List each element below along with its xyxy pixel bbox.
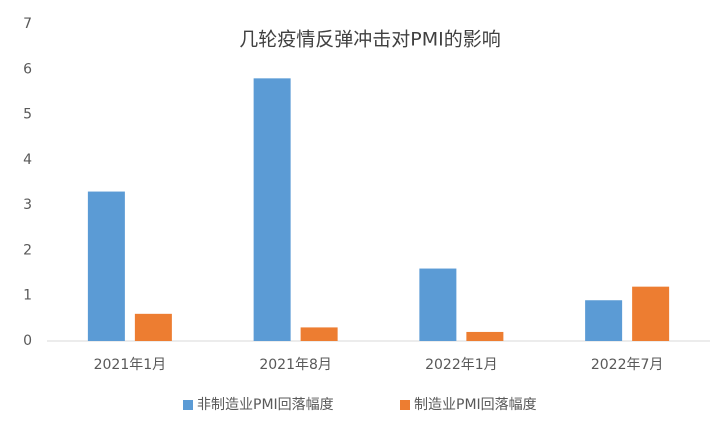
bar <box>419 268 457 341</box>
y-tick-label: 0 <box>23 333 32 349</box>
bar <box>300 327 338 341</box>
legend-swatch <box>400 400 410 410</box>
bar <box>585 300 623 341</box>
x-tick-label: 2022年7月 <box>591 357 664 373</box>
bar <box>134 313 172 341</box>
y-tick-label: 2 <box>23 242 32 258</box>
y-tick-label: 6 <box>23 61 32 77</box>
y-tick-label: 5 <box>23 107 32 123</box>
y-tick-label: 7 <box>23 16 32 32</box>
bar <box>253 78 291 341</box>
y-tick-label: 4 <box>23 152 32 168</box>
chart-title: 几轮疫情反弹冲击对PMI的影响 <box>239 29 500 51</box>
legend-swatch <box>183 400 193 410</box>
x-tick-label: 2021年1月 <box>94 357 167 373</box>
x-tick-label: 2022年1月 <box>425 357 498 373</box>
y-tick-label: 3 <box>23 197 32 213</box>
legend-label: 非制造业PMI回落幅度 <box>197 397 334 413</box>
bar <box>632 286 670 341</box>
legend-label: 制造业PMI回落幅度 <box>414 397 537 413</box>
bar <box>466 331 504 341</box>
bar <box>87 191 125 341</box>
y-tick-label: 1 <box>23 288 32 304</box>
x-tick-label: 2021年8月 <box>259 357 332 373</box>
